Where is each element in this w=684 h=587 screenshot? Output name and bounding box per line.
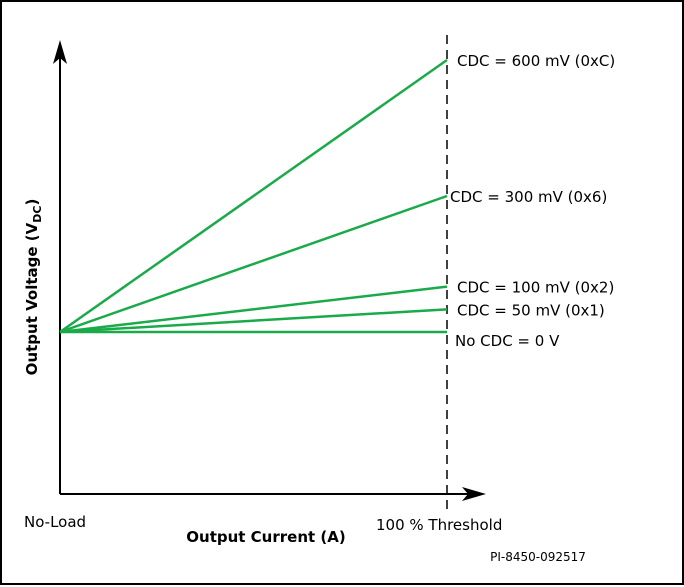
series-line-3 [59, 194, 448, 334]
series-label-0: No CDC = 0 V [455, 332, 560, 350]
y-axis-title-end: ) [23, 199, 41, 206]
series-label-1: CDC = 50 mV (0x1) [457, 301, 605, 319]
y-axis-title-main: Output Voltage (V [23, 222, 41, 375]
series-lines [59, 58, 448, 334]
series-line-2 [59, 285, 448, 334]
series-line-1 [59, 308, 448, 334]
x-axis-title: Output Current (A) [186, 528, 345, 546]
series-line-4 [59, 58, 448, 334]
footnote: PI-8450-092517 [490, 550, 586, 564]
series-label-2: CDC = 100 mV (0x2) [457, 279, 614, 297]
y-axis-title: Output Voltage (VDC) [23, 199, 44, 376]
x-tick-no-load: No-Load [24, 513, 86, 531]
series-labels: No CDC = 0 V CDC = 50 mV (0x1) CDC = 100 m… [450, 52, 615, 350]
y-axis-arrow-icon [53, 40, 67, 64]
x-axis-arrow-icon [462, 487, 486, 501]
y-axis-title-sub: DC [31, 206, 44, 223]
x-tick-threshold: 100 % Threshold [376, 516, 502, 534]
series-label-3: CDC = 300 mV (0x6) [450, 188, 607, 206]
series-label-4: CDC = 600 mV (0xC) [457, 52, 615, 70]
